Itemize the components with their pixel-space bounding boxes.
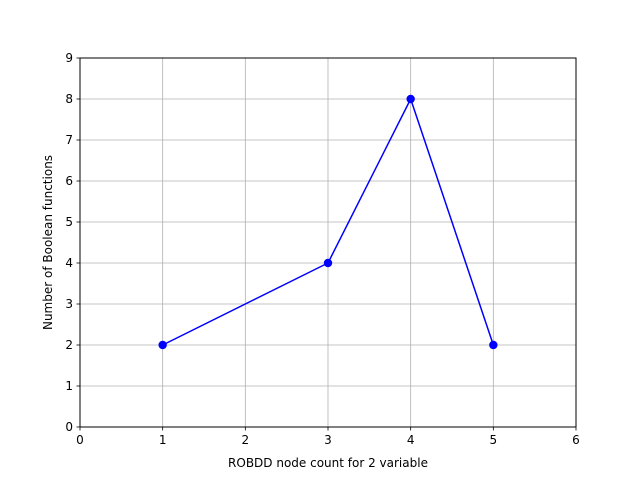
y-axis-label: Number of Boolean functions: [41, 155, 55, 330]
x-tick-label-4: 4: [407, 433, 415, 447]
y-tick-label-0: 0: [65, 420, 73, 434]
y-tick-label-4: 4: [65, 256, 73, 270]
data-point-1: [323, 258, 333, 268]
y-tick-label-2: 2: [65, 338, 73, 352]
y-tick-label-9: 9: [65, 51, 73, 65]
data-point-2: [406, 94, 415, 104]
y-tick-label-1: 1: [65, 379, 73, 393]
data-point-0: [158, 340, 167, 350]
y-tick-label-3: 3: [65, 297, 73, 311]
x-tick-label-2: 2: [242, 433, 250, 447]
data-point-3: [489, 340, 498, 350]
x-tick-label-1: 1: [159, 433, 167, 447]
x-tick-label-3: 3: [324, 433, 332, 447]
y-tick-label-5: 5: [65, 215, 73, 229]
series-layer: [158, 94, 498, 350]
y-tick-label-7: 7: [65, 133, 73, 147]
x-tick-label-0: 0: [76, 433, 84, 447]
x-axis-label: ROBDD node count for 2 variable: [228, 456, 428, 470]
axis-ticks: 0 1 2 3 4 5 6 0 1 2 3 4 5 6 7 8 9: [65, 51, 579, 447]
y-tick-label-6: 6: [65, 174, 73, 188]
x-tick-label-5: 5: [490, 433, 498, 447]
y-tick-label-8: 8: [65, 92, 73, 106]
series-line-0: [162, 98, 495, 346]
x-tick-label-6: 6: [572, 433, 580, 447]
